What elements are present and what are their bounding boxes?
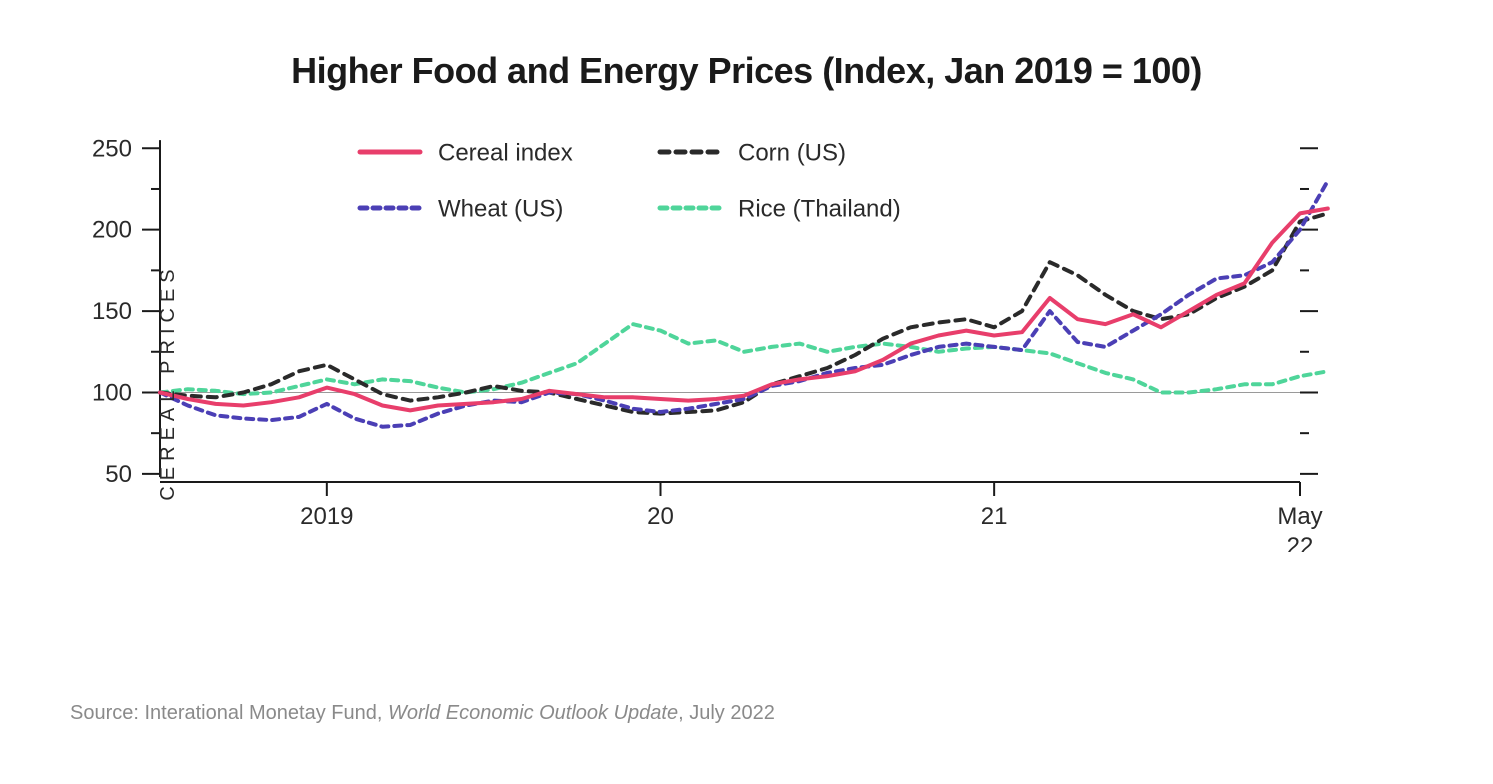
legend-label-cereal: Cereal index bbox=[438, 139, 573, 166]
legend-label-rice: Rice (Thailand) bbox=[738, 195, 901, 222]
svg-text:21: 21 bbox=[981, 503, 1008, 530]
svg-text:200: 200 bbox=[92, 217, 132, 244]
svg-text:20: 20 bbox=[647, 503, 674, 530]
svg-text:150: 150 bbox=[92, 298, 132, 325]
legend: Cereal index Corn (US) Wheat (US) Rice (Tha… bbox=[360, 139, 901, 222]
source-suffix: , July 2022 bbox=[678, 702, 775, 724]
source-prefix: Source: Interational Monetay Fund, bbox=[70, 702, 388, 724]
svg-text:May: May bbox=[1277, 503, 1322, 530]
chart-area: CEREAL PRICES 50 100 150 200 250 2019 20 21 May 2… bbox=[70, 122, 1423, 642]
y-axis-label: CEREAL PRICES bbox=[157, 263, 180, 500]
legend-label-wheat: Wheat (US) bbox=[438, 195, 563, 222]
svg-text:250: 250 bbox=[92, 135, 132, 162]
chart-container: Higher Food and Energy Prices (Index, Ja… bbox=[0, 0, 1493, 784]
svg-text:2019: 2019 bbox=[300, 503, 353, 530]
line-chart-svg: 5010015020025020192021May22Cereal indexC… bbox=[70, 122, 1330, 552]
svg-text:22: 22 bbox=[1287, 533, 1314, 552]
svg-text:50: 50 bbox=[105, 461, 132, 488]
chart-title: Higher Food and Energy Prices (Index, Ja… bbox=[70, 50, 1423, 92]
source-caption: Source: Interational Monetay Fund, World… bbox=[70, 702, 1423, 725]
series-corn bbox=[160, 213, 1328, 413]
series-rice bbox=[160, 324, 1328, 394]
source-italic: World Economic Outlook Update bbox=[388, 702, 678, 724]
svg-text:100: 100 bbox=[92, 379, 132, 406]
legend-label-corn: Corn (US) bbox=[738, 139, 846, 166]
